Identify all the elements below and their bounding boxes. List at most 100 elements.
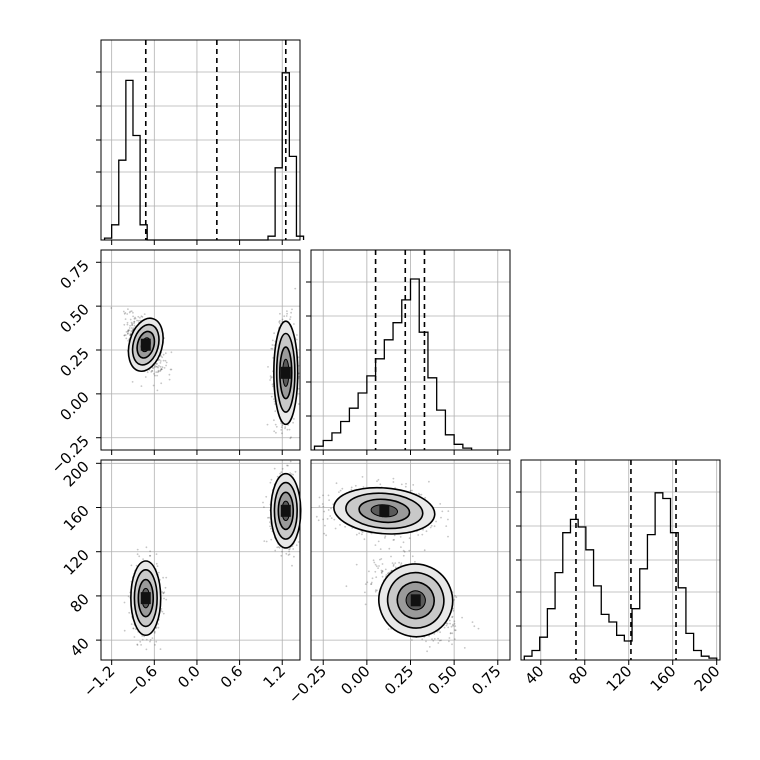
sample-point xyxy=(448,619,451,622)
sample-point xyxy=(139,640,142,643)
sample-point xyxy=(169,368,172,371)
sample-point xyxy=(130,327,133,329)
sample-point xyxy=(158,358,161,361)
sample-point xyxy=(159,370,162,372)
sample-point xyxy=(371,577,374,580)
sample-point xyxy=(156,374,159,377)
sample-point xyxy=(370,583,372,585)
sample-point xyxy=(293,555,295,558)
sample-point xyxy=(394,562,397,564)
y-tick-label: 0.25 xyxy=(56,344,92,380)
sample-point xyxy=(289,318,291,321)
sample-point xyxy=(355,533,358,536)
sample-point xyxy=(270,478,273,481)
sample-point xyxy=(447,518,449,521)
histogram-step xyxy=(103,72,305,241)
x-tick-label: 0.25 xyxy=(381,662,417,698)
sample-point xyxy=(430,524,433,527)
density-peak xyxy=(379,504,390,517)
sample-point xyxy=(137,315,140,318)
sample-point xyxy=(273,332,275,335)
sample-point xyxy=(273,398,275,400)
sample-point xyxy=(276,546,279,549)
sample-point xyxy=(281,424,284,427)
sample-point xyxy=(428,646,431,648)
x-tick-label: 0.0 xyxy=(174,662,204,692)
sample-point xyxy=(398,561,400,564)
sample-point xyxy=(289,316,292,318)
sample-point xyxy=(130,321,133,324)
sample-point xyxy=(290,473,293,475)
sample-point xyxy=(297,387,300,390)
sample-point xyxy=(372,559,375,562)
sample-point xyxy=(404,485,407,488)
sample-point xyxy=(322,494,324,497)
sample-point xyxy=(160,382,163,385)
sample-point xyxy=(262,501,264,504)
sample-point xyxy=(289,548,291,550)
scatter-panel-1-2 xyxy=(310,459,511,661)
sample-point xyxy=(374,590,377,593)
sample-point xyxy=(443,626,446,629)
sample-point xyxy=(380,571,383,574)
sample-point xyxy=(374,589,377,591)
sample-point xyxy=(156,371,159,373)
sample-point xyxy=(381,570,384,573)
sample-point xyxy=(133,317,136,320)
sample-point xyxy=(149,554,152,557)
density-peak xyxy=(140,592,151,605)
sample-point xyxy=(417,534,420,536)
sample-point xyxy=(269,375,272,377)
sample-point xyxy=(315,515,318,518)
sample-point xyxy=(376,589,378,592)
sample-point xyxy=(146,371,149,374)
sample-point xyxy=(145,638,148,641)
sample-point xyxy=(400,483,403,486)
sample-point xyxy=(140,644,143,646)
histogram-step xyxy=(313,278,473,450)
sample-point xyxy=(361,533,363,536)
sample-point xyxy=(318,505,321,507)
sample-point xyxy=(292,548,295,550)
sample-point xyxy=(151,369,153,372)
scatter-panel-0-2 xyxy=(100,459,302,661)
sample-point xyxy=(408,537,411,540)
sample-point xyxy=(341,487,344,490)
sample-point xyxy=(269,377,272,379)
sample-point xyxy=(294,287,297,290)
sample-point xyxy=(152,384,155,387)
sample-point xyxy=(345,585,348,588)
sample-point xyxy=(273,467,276,470)
sample-point xyxy=(132,315,135,318)
sample-point xyxy=(323,532,326,535)
sample-point xyxy=(334,527,337,530)
density-peak xyxy=(280,504,291,517)
sample-point xyxy=(129,332,132,335)
sample-point xyxy=(377,540,380,543)
sample-point xyxy=(333,518,336,521)
sample-point xyxy=(422,528,424,531)
sample-point xyxy=(279,312,281,315)
sample-point xyxy=(153,373,155,375)
sample-point xyxy=(156,363,159,365)
sample-point xyxy=(165,361,168,364)
sample-point xyxy=(373,561,376,564)
sample-point xyxy=(142,558,145,560)
sample-point xyxy=(440,639,442,642)
sample-point xyxy=(437,642,440,644)
sample-point xyxy=(141,635,144,637)
sample-point xyxy=(278,321,280,323)
sample-point xyxy=(290,436,292,439)
sample-point xyxy=(153,632,156,634)
x-tick-label: 200 xyxy=(691,662,724,695)
sample-point xyxy=(144,376,147,378)
sample-point xyxy=(157,366,160,369)
sample-point xyxy=(454,629,456,631)
sample-point xyxy=(385,574,388,576)
sample-point xyxy=(286,428,289,431)
sample-point xyxy=(326,518,329,520)
sample-point xyxy=(414,560,416,563)
sample-point xyxy=(329,515,332,517)
sample-point xyxy=(122,310,125,313)
sample-point xyxy=(268,516,271,519)
